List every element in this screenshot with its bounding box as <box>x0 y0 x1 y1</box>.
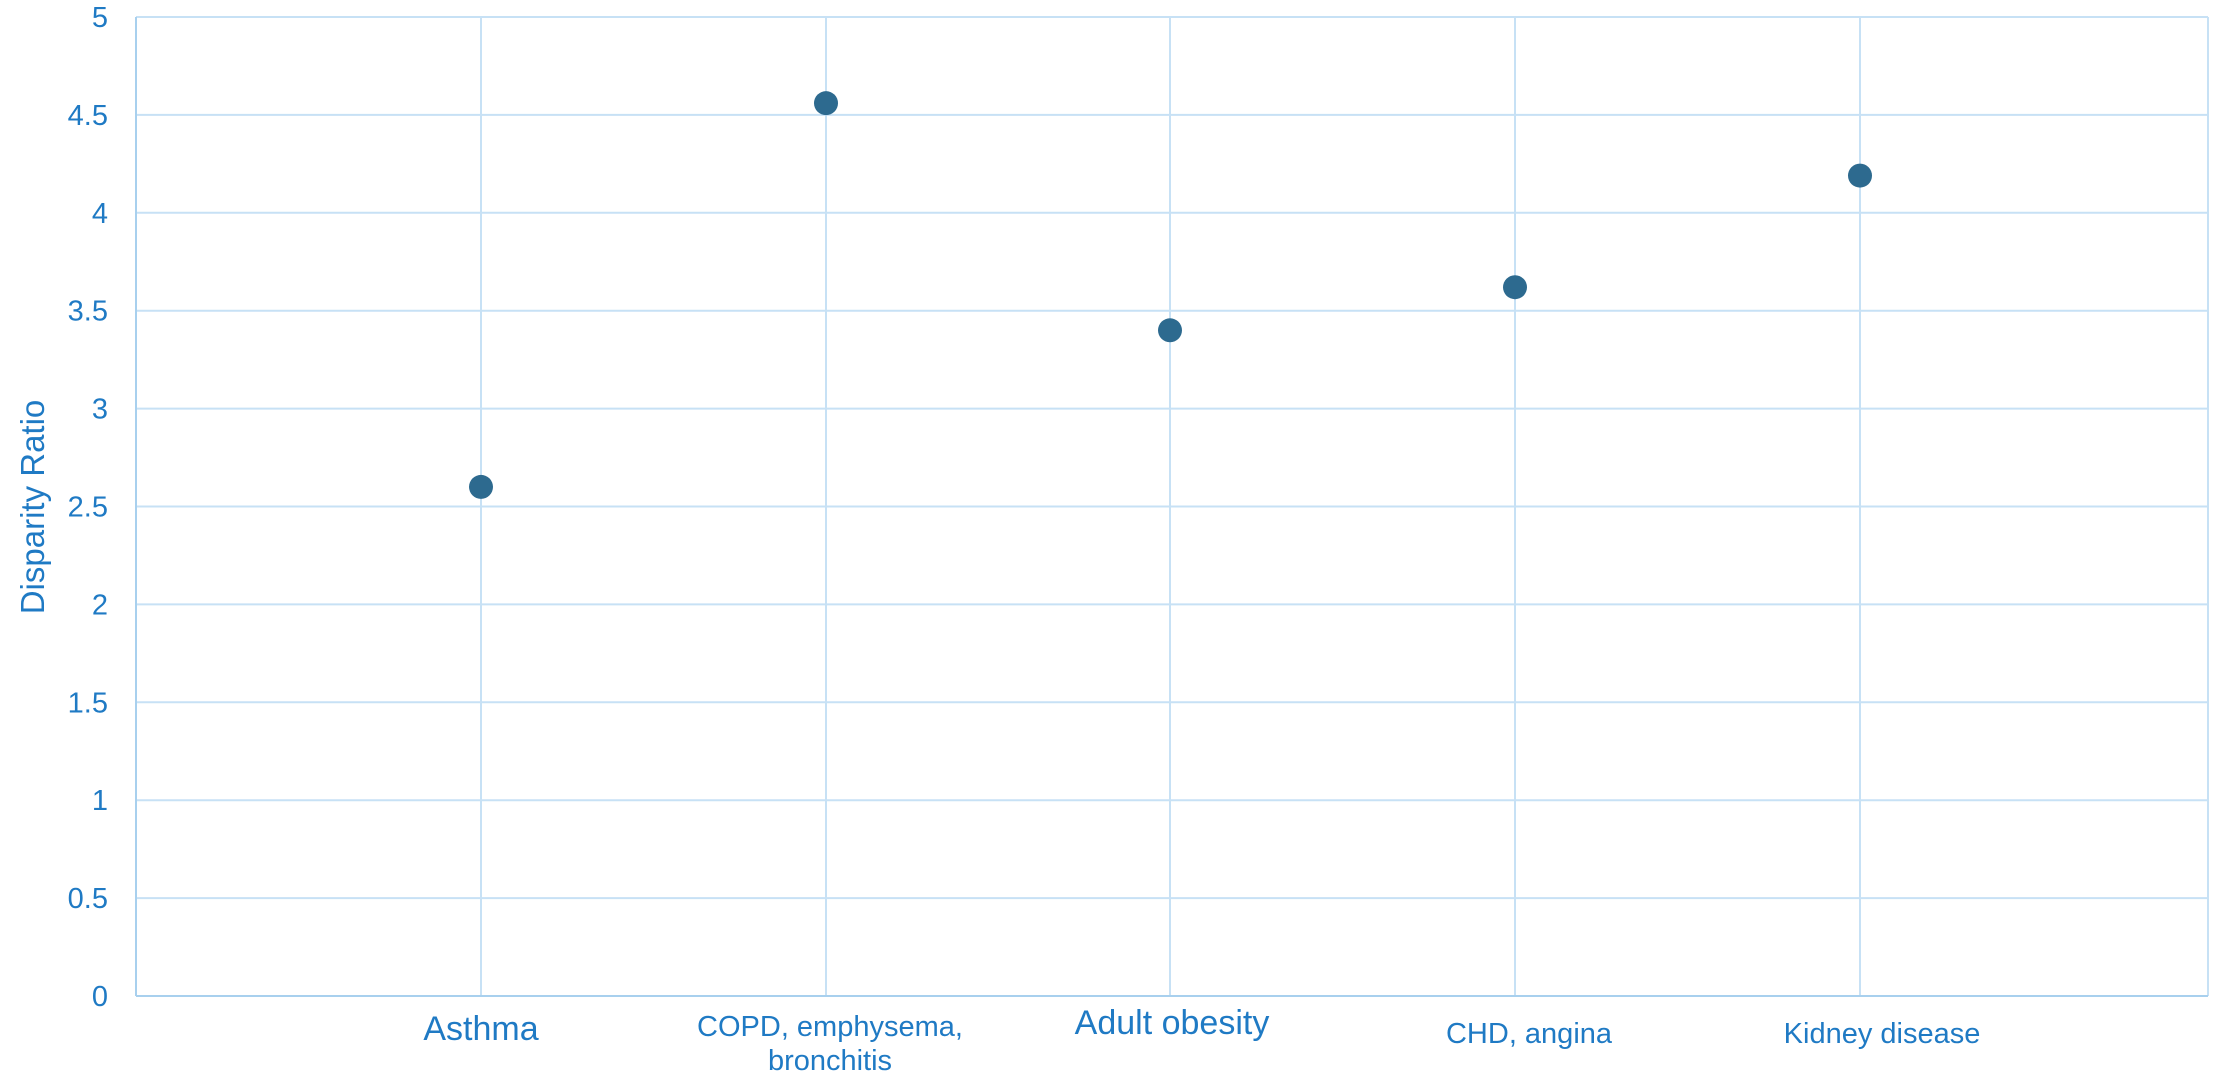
y-tick-label: 0 <box>92 981 108 1013</box>
x-category-label-line: COPD, emphysema, <box>697 1011 963 1043</box>
x-category-label-line: Asthma <box>423 1010 538 1048</box>
x-category-label-line: Kidney disease <box>1784 1018 1981 1050</box>
x-category-label-line: CHD, angina <box>1446 1018 1613 1050</box>
x-category-labels: Asthma COPD, emphysema, bronchitis Adult ob… <box>423 1004 1980 1077</box>
data-point <box>1158 318 1182 343</box>
y-tick-label: 2.5 <box>68 492 108 524</box>
x-category-label: Kidney disease <box>1784 1018 1981 1050</box>
data-points <box>469 91 1872 499</box>
y-tick-label: 0.5 <box>68 883 108 915</box>
y-axis-title: Disparity Ratio <box>14 400 51 615</box>
data-point <box>1848 163 1872 188</box>
y-tick-label: 1.5 <box>68 687 108 719</box>
x-category-label-line: Adult obesity <box>1075 1004 1270 1042</box>
x-category-label: Asthma <box>423 1010 538 1048</box>
y-tick-label: 2 <box>92 589 108 621</box>
y-tick-label: 4 <box>92 198 108 230</box>
y-tick-label: 5 <box>92 2 108 34</box>
x-category-label: Adult obesity <box>1075 1004 1270 1042</box>
x-category-label: COPD, emphysema, bronchitis <box>697 1011 963 1077</box>
y-tick-labels: 0 0.5 1 1.5 2 2.5 3 3.5 4 4.5 5 <box>68 2 108 1013</box>
data-point <box>814 91 838 116</box>
y-tick-label: 3 <box>92 394 108 426</box>
x-category-label-line: bronchitis <box>768 1045 892 1077</box>
y-tick-label: 4.5 <box>68 100 108 132</box>
y-tick-label: 1 <box>92 785 108 817</box>
x-category-label: CHD, angina <box>1446 1018 1613 1050</box>
axes <box>135 17 2208 997</box>
y-tick-label: 3.5 <box>68 296 108 328</box>
data-point <box>1503 275 1527 300</box>
gridlines <box>136 16 2209 996</box>
data-point <box>469 474 493 499</box>
